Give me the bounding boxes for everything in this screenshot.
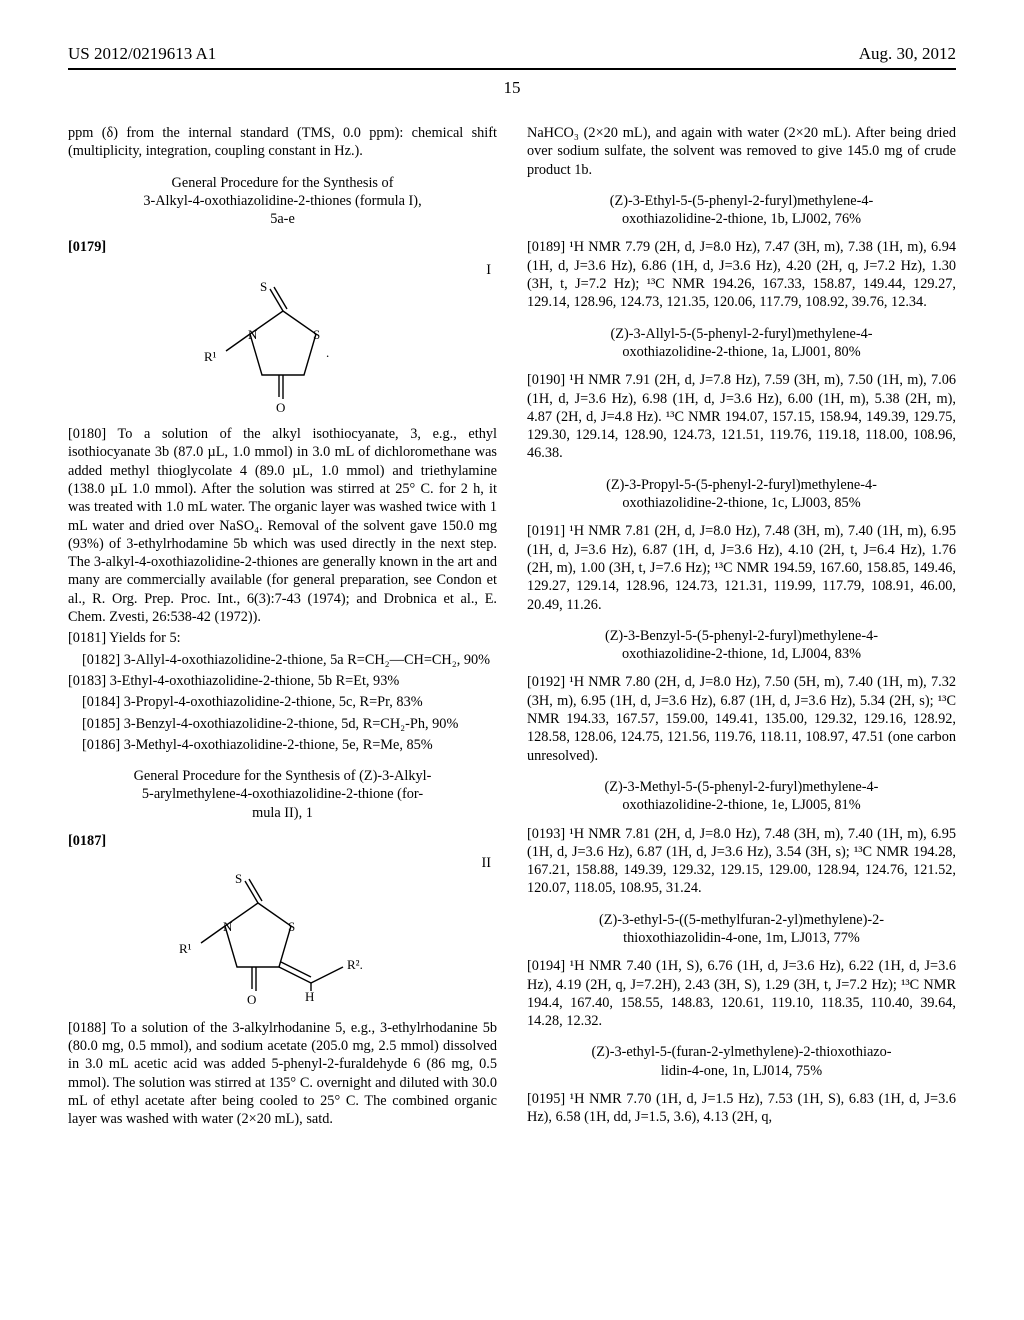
svg-text:.: .: [326, 345, 329, 360]
heading-line: (Z)-3-Ethyl-5-(5-phenyl-2-furyl)methylen…: [610, 193, 874, 209]
paragraph-0180: [0180] To a solution of the alkyl isothi…: [68, 425, 497, 626]
heading-line: (Z)-3-ethyl-5-(furan-2-ylmethylene)-2-th…: [591, 1044, 891, 1060]
compound-1e-heading: (Z)-3-Methyl-5-(5-phenyl-2-furyl)methyle…: [527, 778, 956, 815]
compound-1a-heading: (Z)-3-Allyl-5-(5-phenyl-2-furyl)methylen…: [527, 325, 956, 362]
svg-text:S: S: [313, 327, 320, 342]
formula-II-structure: N S S O R¹ R².: [173, 873, 393, 1013]
compound-1d-heading: (Z)-3-Benzyl-5-(5-phenyl-2-furyl)methyle…: [527, 627, 956, 664]
svg-text:S: S: [288, 919, 295, 934]
patent-page: US 2012/0219613 A1 Aug. 30, 2012 15 ppm …: [0, 0, 1024, 1320]
heading-line: oxothiazolidine-2-thione, 1b, LJ002, 76%: [622, 211, 861, 227]
svg-text:S: S: [260, 279, 267, 294]
heading-line: lidin-4-one, 1n, LJ014, 75%: [661, 1063, 822, 1079]
heading-line: General Procedure for the Synthesis of (…: [134, 768, 432, 784]
paragraph-0195: [0195] ¹H NMR 7.70 (1H, d, J=1.5 Hz), 7.…: [527, 1090, 956, 1127]
heading-line: (Z)-3-Methyl-5-(5-phenyl-2-furyl)methyle…: [605, 779, 879, 795]
heading-line: (Z)-3-ethyl-5-((5-methylfuran-2-yl)methy…: [599, 912, 884, 928]
paragraph-0185: [0185] 3-Benzyl-4-oxothiazolidine-2-thio…: [68, 715, 497, 733]
synthesis-heading-II: General Procedure for the Synthesis of (…: [68, 767, 497, 822]
intro-paragraph: ppm (δ) from the internal standard (TMS,…: [68, 124, 497, 161]
paragraph-0194: [0194] ¹H NMR 7.40 (1H, S), 6.76 (1H, d,…: [527, 957, 956, 1030]
svg-text:R².: R².: [347, 957, 363, 972]
paragraph-0188: [0188] To a solution of the 3-alkylrhoda…: [68, 1019, 497, 1129]
svg-text:O: O: [247, 992, 256, 1007]
compound-1m-heading: (Z)-3-ethyl-5-((5-methylfuran-2-yl)methy…: [527, 911, 956, 948]
heading-line: (Z)-3-Benzyl-5-(5-phenyl-2-furyl)methyle…: [605, 628, 878, 644]
paragraph-0186: [0186] 3-Methyl-4-oxothiazolidine-2-thio…: [68, 736, 497, 754]
paragraph-0184: [0184] 3-Propyl-4-oxothiazolidine-2-thio…: [68, 693, 497, 711]
heading-line: 5-arylmethylene-4-oxothiazolidine-2-thio…: [142, 786, 423, 802]
heading-line: 3-Alkyl-4-oxothiazolidine-2-thiones (for…: [143, 193, 421, 209]
svg-text:S: S: [235, 873, 242, 886]
heading-line: thioxothiazolidin-4-one, 1m, LJ013, 77%: [623, 930, 860, 946]
paragraph-0187: [0187]: [68, 832, 497, 850]
paragraph-0190: [0190] ¹H NMR 7.91 (2H, d, J=7.8 Hz), 7.…: [527, 371, 956, 462]
compound-1b-heading: (Z)-3-Ethyl-5-(5-phenyl-2-furyl)methylen…: [527, 192, 956, 229]
heading-line: oxothiazolidine-2-thione, 1d, LJ004, 83%: [622, 646, 861, 662]
heading-line: (Z)-3-Propyl-5-(5-phenyl-2-furyl)methyle…: [606, 477, 877, 493]
page-number: 15: [68, 78, 956, 98]
col2-continuation: NaHCO₃ (2×20 mL), and again with water (…: [527, 124, 956, 179]
paragraph-0192: [0192] ¹H NMR 7.80 (2H, d, J=8.0 Hz), 7.…: [527, 673, 956, 764]
paragraph-0193: [0193] ¹H NMR 7.81 (2H, d, J=8.0 Hz), 7.…: [527, 825, 956, 898]
body-columns: ppm (δ) from the internal standard (TMS,…: [68, 124, 956, 1131]
svg-text:O: O: [276, 400, 285, 415]
page-header: US 2012/0219613 A1 Aug. 30, 2012: [68, 44, 956, 64]
header-rule: [68, 68, 956, 70]
svg-text:H: H: [305, 989, 314, 1004]
heading-line: oxothiazolidine-2-thione, 1e, LJ005, 81%: [622, 797, 860, 813]
compound-1c-heading: (Z)-3-Propyl-5-(5-phenyl-2-furyl)methyle…: [527, 476, 956, 513]
formula-II-label: II: [68, 854, 491, 872]
heading-line: mula II), 1: [252, 805, 313, 821]
paragraph-0179: [0179]: [68, 238, 497, 256]
formula-I-block: I N S S O: [68, 261, 497, 419]
synthesis-heading-I: General Procedure for the Synthesis of 3…: [68, 174, 497, 229]
patent-number: US 2012/0219613 A1: [68, 44, 216, 64]
paragraph-0189: [0189] ¹H NMR 7.79 (2H, d, J=8.0 Hz), 7.…: [527, 238, 956, 311]
heading-line: 5a-e: [270, 211, 295, 227]
heading-line: oxothiazolidine-2-thione, 1c, LJ003, 85%: [622, 495, 860, 511]
svg-text:R¹: R¹: [179, 941, 192, 956]
formula-I-label: I: [68, 261, 491, 279]
heading-line: General Procedure for the Synthesis of: [172, 175, 394, 191]
formula-II-block: II N S S O R¹: [68, 854, 497, 1012]
heading-line: (Z)-3-Allyl-5-(5-phenyl-2-furyl)methylen…: [610, 326, 872, 342]
heading-line: oxothiazolidine-2-thione, 1a, LJ001, 80%: [622, 344, 860, 360]
paragraph-0191: [0191] ¹H NMR 7.81 (2H, d, J=8.0 Hz), 7.…: [527, 522, 956, 613]
formula-I-structure: N S S O R¹ .: [198, 279, 368, 419]
compound-1n-heading: (Z)-3-ethyl-5-(furan-2-ylmethylene)-2-th…: [527, 1043, 956, 1080]
paragraph-0183: [0183] 3-Ethyl-4-oxothiazolidine-2-thion…: [68, 672, 497, 690]
paragraph-0182: [0182] 3-Allyl-4-oxothiazolidine-2-thion…: [68, 651, 497, 669]
publication-date: Aug. 30, 2012: [859, 44, 956, 64]
svg-text:R¹: R¹: [204, 349, 217, 364]
paragraph-0181: [0181] Yields for 5:: [68, 629, 497, 647]
